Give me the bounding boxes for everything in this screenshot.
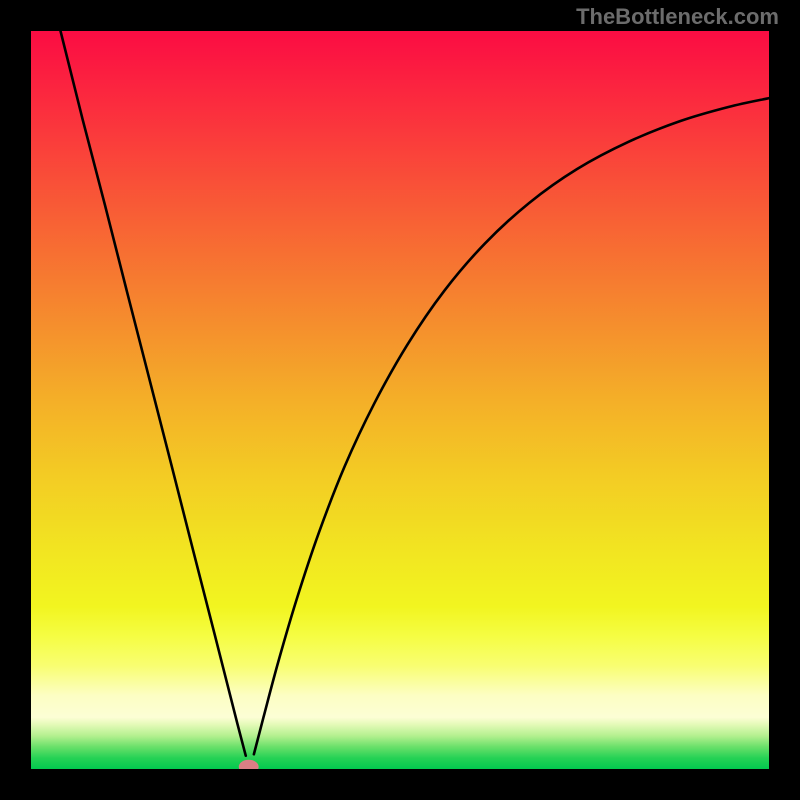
watermark-text: TheBottleneck.com	[576, 4, 779, 30]
plot-svg	[31, 31, 769, 769]
plot-area	[31, 31, 769, 769]
gradient-background	[31, 31, 769, 769]
chart-container: TheBottleneck.com	[0, 0, 800, 800]
